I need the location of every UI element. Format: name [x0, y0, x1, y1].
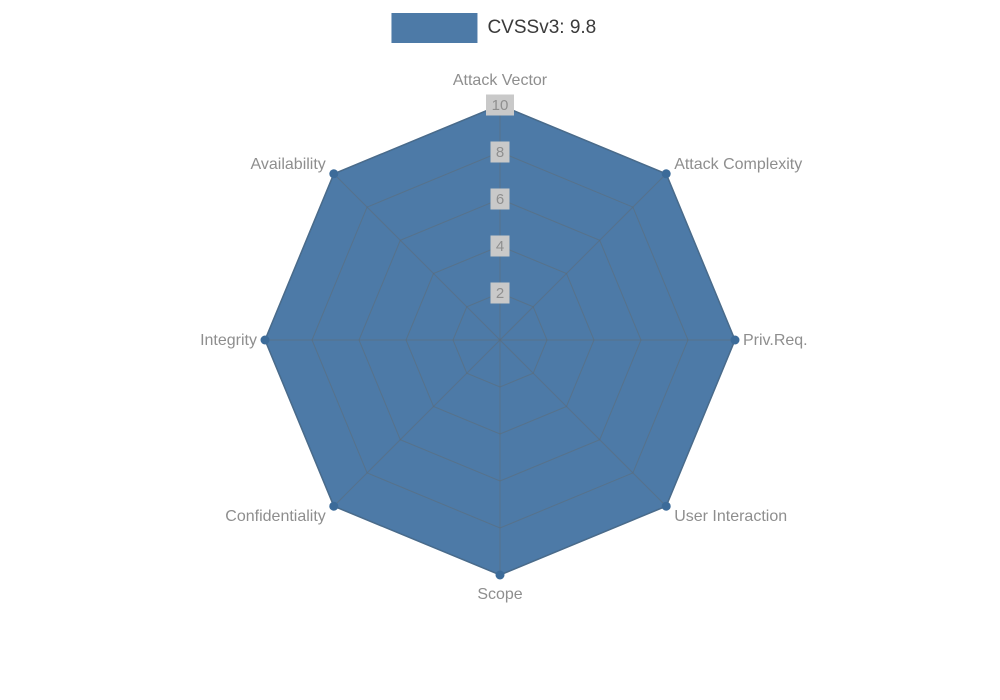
axis-line	[333, 339, 501, 507]
vertex-dot	[661, 501, 671, 511]
tick-label: 2	[496, 285, 504, 302]
axis-label: Confidentiality	[225, 508, 326, 525]
legend-label: CVSSv3: 9.8	[487, 17, 597, 38]
vertex-dot	[661, 169, 671, 179]
axis-label: Availability	[251, 156, 326, 173]
axis-line	[499, 173, 667, 341]
legend-swatch	[391, 13, 478, 43]
tick-label: 10	[492, 97, 509, 114]
tick-label-box	[490, 141, 510, 163]
vertex-dot	[329, 169, 339, 179]
tick-label-box	[490, 235, 510, 257]
axis-label: Priv.Req.	[743, 332, 808, 349]
axis-label: Attack Complexity	[674, 156, 802, 173]
tick-label: 4	[496, 238, 504, 255]
axis-label: User Interaction	[674, 508, 787, 525]
vertex-dot	[329, 501, 339, 511]
tick-label-box	[490, 188, 510, 210]
tick-label: 6	[496, 191, 504, 208]
axis-line	[499, 339, 667, 507]
tick-label-box	[490, 282, 510, 304]
vertex-dot	[495, 570, 505, 580]
tick-label: 8	[496, 144, 504, 161]
vertex-dot	[260, 335, 270, 345]
vertex-dot	[730, 335, 740, 345]
tick-label-box	[486, 94, 514, 116]
axis-label: Scope	[477, 586, 522, 603]
axis-label: Attack Vector	[453, 72, 548, 89]
axis-line	[333, 173, 501, 341]
legend: CVSSv3: 9.8	[391, 13, 596, 43]
axis-label: Integrity	[200, 332, 257, 349]
